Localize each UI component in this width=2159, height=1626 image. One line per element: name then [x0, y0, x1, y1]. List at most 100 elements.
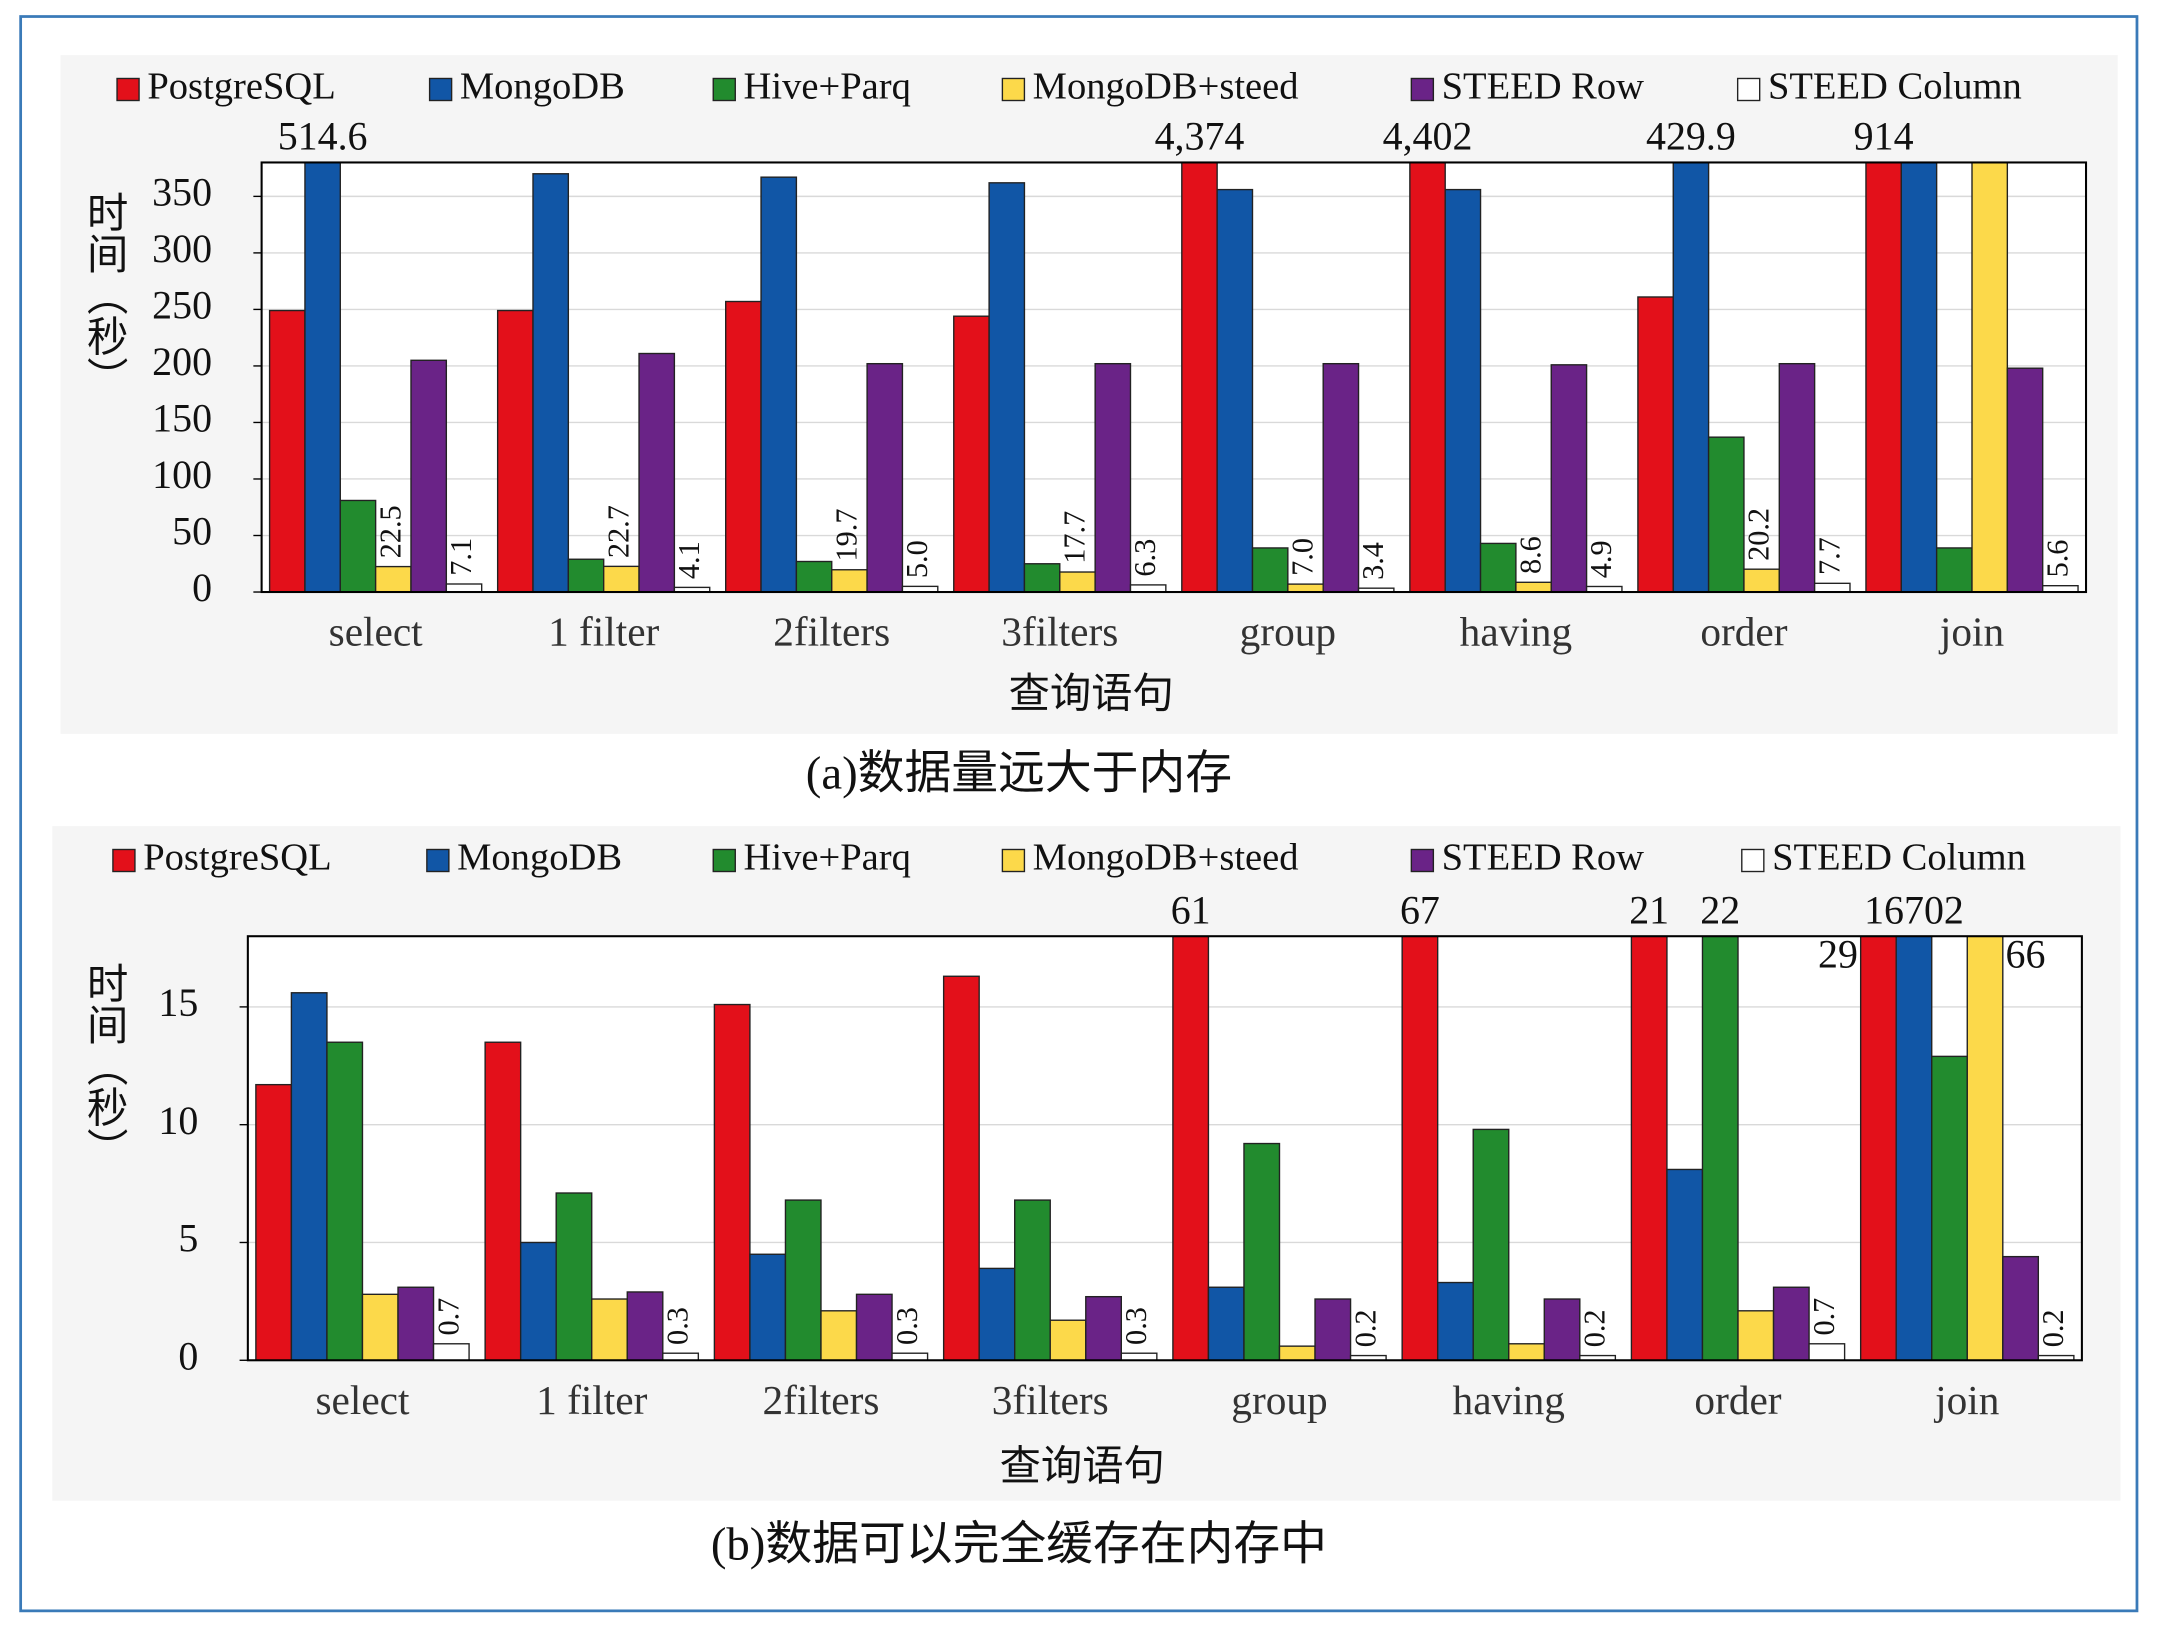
y-tick-label: 100 — [152, 452, 212, 497]
y-tick-label: 250 — [152, 283, 212, 328]
plot-border — [260, 161, 2088, 594]
bar — [1808, 1343, 1846, 1361]
bar — [1444, 188, 1482, 593]
bar — [603, 565, 640, 593]
value-label: 0.3 — [1119, 1307, 1153, 1345]
x-tick-label: 1 filter — [548, 609, 659, 655]
value-label: 4.1 — [672, 541, 706, 579]
legend-swatch — [1410, 77, 1435, 102]
value-label: 4,374 — [1155, 114, 1245, 159]
x-tick-label: group — [1240, 609, 1336, 655]
bar — [1772, 1286, 1810, 1361]
value-label: 7.1 — [444, 538, 478, 576]
bar — [255, 1083, 293, 1361]
caption: (a)数据量远大于内存 — [806, 748, 1232, 800]
bar — [567, 558, 605, 593]
value-label: 67 — [1400, 887, 1440, 932]
bar — [1743, 568, 1780, 593]
value-label: 8.6 — [1514, 536, 1548, 574]
bar — [1120, 1352, 1158, 1361]
bar — [978, 1267, 1016, 1361]
x-tick-label: join — [1938, 609, 2005, 655]
legend-label: PostgreSQL — [143, 836, 331, 878]
x-tick-label: select — [329, 609, 424, 655]
bar — [784, 1199, 822, 1361]
bar — [891, 1352, 929, 1361]
bar — [361, 1293, 399, 1361]
legend-label: STEED Column — [1772, 836, 2026, 878]
bar — [1701, 936, 1739, 1361]
y-tick-label: 0 — [178, 1333, 198, 1378]
legend-label: MongoDB — [460, 65, 625, 107]
bar — [1515, 581, 1552, 593]
plot-border — [246, 935, 2083, 1362]
bar — [1172, 936, 1210, 1361]
bar — [591, 1298, 628, 1361]
legend-swatch — [712, 77, 736, 102]
value-label: 0.3 — [661, 1307, 695, 1345]
bar — [855, 1293, 893, 1361]
bar — [1014, 1199, 1051, 1361]
bar — [1357, 587, 1395, 593]
legend-swatch — [1410, 848, 1435, 873]
bar — [1543, 1298, 1581, 1361]
bar — [1859, 936, 1897, 1361]
value-label: 21 — [1629, 887, 1669, 932]
bars — [268, 162, 2079, 593]
legend-label: MongoDB — [457, 836, 622, 878]
bar — [1243, 1142, 1281, 1361]
chart-panel: 0 50 100 150 200 250 300 350 select 22.5 7.1 514.6 1… — [81, 65, 2088, 800]
x-tick-label: 1 filter — [536, 1377, 647, 1423]
bar — [410, 359, 448, 593]
x-tick-label: join — [1933, 1377, 2000, 1423]
bar — [290, 992, 328, 1361]
bar — [795, 560, 833, 593]
bar — [1059, 571, 1096, 593]
legend-swatch — [1001, 77, 1026, 102]
value-label: 66 — [2006, 931, 2046, 976]
bar — [626, 1291, 664, 1361]
value-label: 22 — [1700, 887, 1740, 932]
legend-swatch — [116, 77, 140, 102]
value-label: 61 — [1171, 887, 1211, 932]
legend-label: STEED Row — [1442, 65, 1645, 107]
bar — [1401, 936, 1439, 1361]
bar — [1436, 1281, 1474, 1361]
x-tick-label: having — [1453, 1377, 1565, 1423]
legend-label: STEED Row — [1442, 836, 1645, 878]
x-tick-label: 3filters — [992, 1377, 1109, 1423]
value-label: 0.7 — [431, 1298, 465, 1336]
y-tick-label: 5 — [178, 1216, 198, 1261]
bar — [1181, 162, 1218, 593]
legend-swatch — [112, 848, 136, 873]
value-label: 514.6 — [278, 114, 368, 159]
value-label: 0.3 — [890, 1307, 924, 1345]
bar — [1472, 1128, 1510, 1361]
bar — [713, 1003, 751, 1361]
bar — [831, 569, 868, 593]
bar — [1931, 1055, 1968, 1361]
bar — [2002, 1255, 2040, 1361]
x-tick-label: order — [1700, 609, 1787, 655]
value-label: 20.2 — [1742, 508, 1776, 561]
y-tick-label: 50 — [172, 509, 212, 554]
bar — [1737, 1310, 1775, 1361]
x-tick-label: 2filters — [762, 1377, 879, 1423]
bar — [339, 499, 377, 593]
value-label: 16702 — [1864, 887, 1964, 932]
y-tick-label: 10 — [158, 1098, 198, 1143]
value-label: 5.0 — [900, 540, 934, 578]
legend-swatch — [1741, 848, 1765, 873]
bar — [1085, 1295, 1122, 1361]
y-tick-label: 350 — [152, 170, 212, 215]
value-label: 914 — [1854, 114, 1914, 159]
bar — [326, 1041, 364, 1361]
bars — [255, 936, 2075, 1361]
bar — [820, 1310, 858, 1361]
legend-swatch — [428, 77, 453, 102]
y-tick-label: 15 — [158, 980, 198, 1025]
bar — [374, 565, 412, 593]
legend-swatch — [1736, 77, 1761, 102]
x-tick-label: having — [1460, 609, 1572, 655]
value-label: 5.6 — [2040, 540, 2074, 578]
